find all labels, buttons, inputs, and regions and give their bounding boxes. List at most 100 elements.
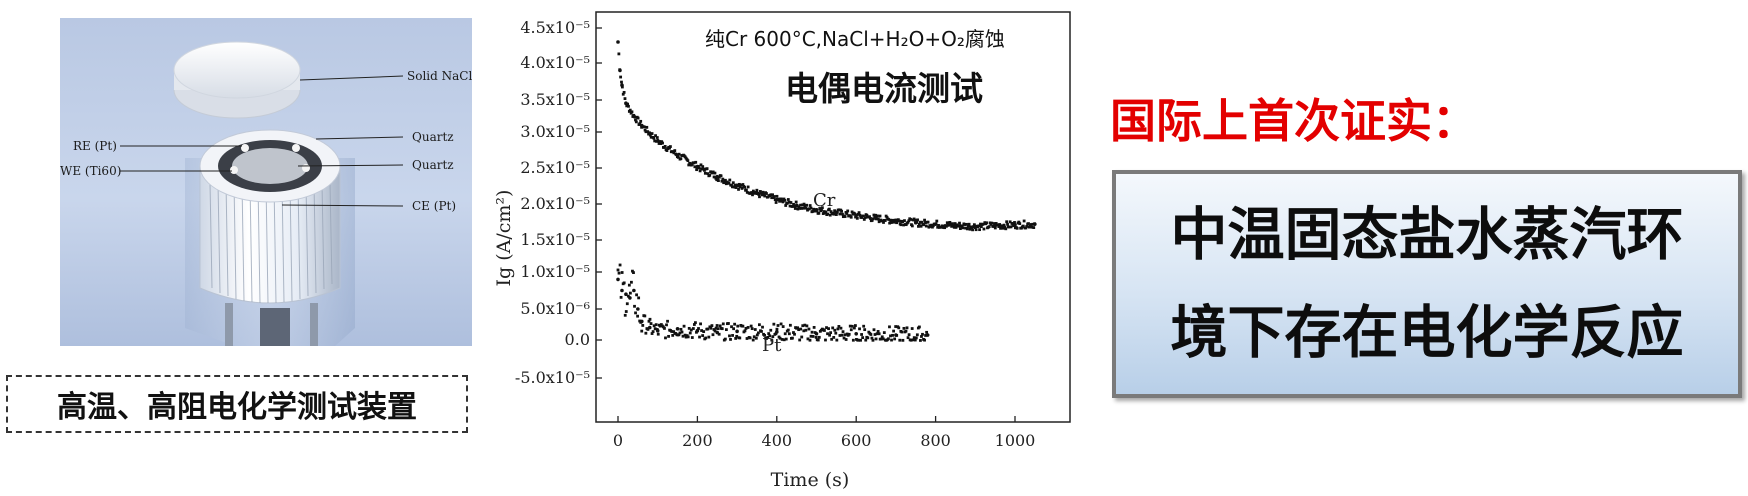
data-point <box>746 185 750 189</box>
data-point <box>804 328 808 332</box>
data-point <box>961 226 965 230</box>
x-tick-label: 200 <box>682 431 713 450</box>
data-point <box>913 338 917 342</box>
data-point <box>653 139 657 143</box>
data-point <box>694 321 697 325</box>
data-point <box>906 336 910 340</box>
data-point <box>1022 219 1026 223</box>
data-point <box>869 333 873 336</box>
data-point <box>783 332 787 336</box>
data-point <box>803 323 807 327</box>
data-point <box>856 212 860 216</box>
data-point <box>925 333 930 337</box>
data-point <box>686 159 690 163</box>
data-point <box>624 310 628 313</box>
data-point <box>695 328 700 333</box>
data-point <box>789 201 793 204</box>
data-point <box>620 85 624 89</box>
data-point <box>823 329 826 332</box>
data-point <box>965 222 968 226</box>
data-point <box>624 292 628 297</box>
data-point <box>936 225 940 229</box>
data-point <box>876 217 880 221</box>
data-point <box>675 327 680 331</box>
data-point <box>802 329 806 333</box>
data-point <box>684 335 688 339</box>
data-point <box>700 329 704 332</box>
data-point <box>687 163 691 167</box>
data-point <box>775 194 779 198</box>
data-point <box>628 291 632 295</box>
data-point <box>680 330 684 334</box>
data-point <box>769 193 773 197</box>
data-point <box>754 336 758 340</box>
data-point <box>827 207 831 211</box>
data-point <box>979 225 983 229</box>
data-point <box>943 226 947 230</box>
data-point <box>903 219 906 223</box>
data-point <box>787 200 791 204</box>
data-point <box>822 210 826 213</box>
data-point <box>758 195 761 199</box>
data-point <box>616 268 620 272</box>
data-point <box>854 213 858 218</box>
data-point <box>692 161 696 165</box>
data-point <box>782 197 786 201</box>
data-point <box>738 185 742 189</box>
data-point <box>634 118 637 122</box>
data-point <box>679 157 683 161</box>
data-point <box>760 193 764 197</box>
series-label-pt: Pt <box>762 335 782 356</box>
data-point <box>647 319 651 323</box>
data-point <box>901 338 905 342</box>
data-point <box>830 337 834 341</box>
data-point <box>689 162 692 165</box>
data-point <box>831 326 835 330</box>
data-point <box>626 102 630 106</box>
data-point <box>708 325 712 329</box>
data-point <box>978 228 981 232</box>
data-point <box>869 217 872 220</box>
data-point <box>966 224 970 228</box>
data-point <box>1013 223 1017 227</box>
data-point <box>703 171 707 175</box>
data-point <box>920 220 924 224</box>
data-point <box>826 212 830 216</box>
plot-frame <box>595 11 1071 423</box>
data-point <box>619 295 623 299</box>
series-label-cr: Cr <box>813 190 836 211</box>
data-point <box>624 101 628 105</box>
data-point <box>711 170 715 174</box>
data-point <box>744 188 748 192</box>
data-point <box>752 335 756 339</box>
data-point <box>786 328 790 332</box>
data-point <box>870 219 874 222</box>
data-point <box>840 209 843 213</box>
data-point <box>728 178 732 182</box>
data-point <box>734 186 738 189</box>
data-point <box>648 133 652 137</box>
data-point <box>824 210 828 214</box>
data-point <box>859 338 862 342</box>
data-point <box>636 314 640 318</box>
data-point <box>731 181 735 185</box>
data-point <box>689 328 693 332</box>
data-point <box>952 225 956 229</box>
device-caption: 高温、高阻电化学测试装置 <box>6 375 468 433</box>
data-point <box>648 317 652 321</box>
data-point <box>894 333 898 337</box>
data-point <box>796 207 800 211</box>
series-cr <box>616 40 1037 232</box>
data-point <box>829 210 833 214</box>
data-point <box>979 222 982 226</box>
data-point <box>698 169 702 173</box>
data-point <box>712 328 716 331</box>
data-point <box>834 331 838 335</box>
data-point <box>881 219 885 223</box>
data-point <box>793 204 796 208</box>
data-point <box>730 325 733 329</box>
data-point <box>784 337 788 341</box>
data-point <box>677 333 681 337</box>
data-point <box>1007 225 1011 229</box>
data-point <box>1025 225 1029 228</box>
